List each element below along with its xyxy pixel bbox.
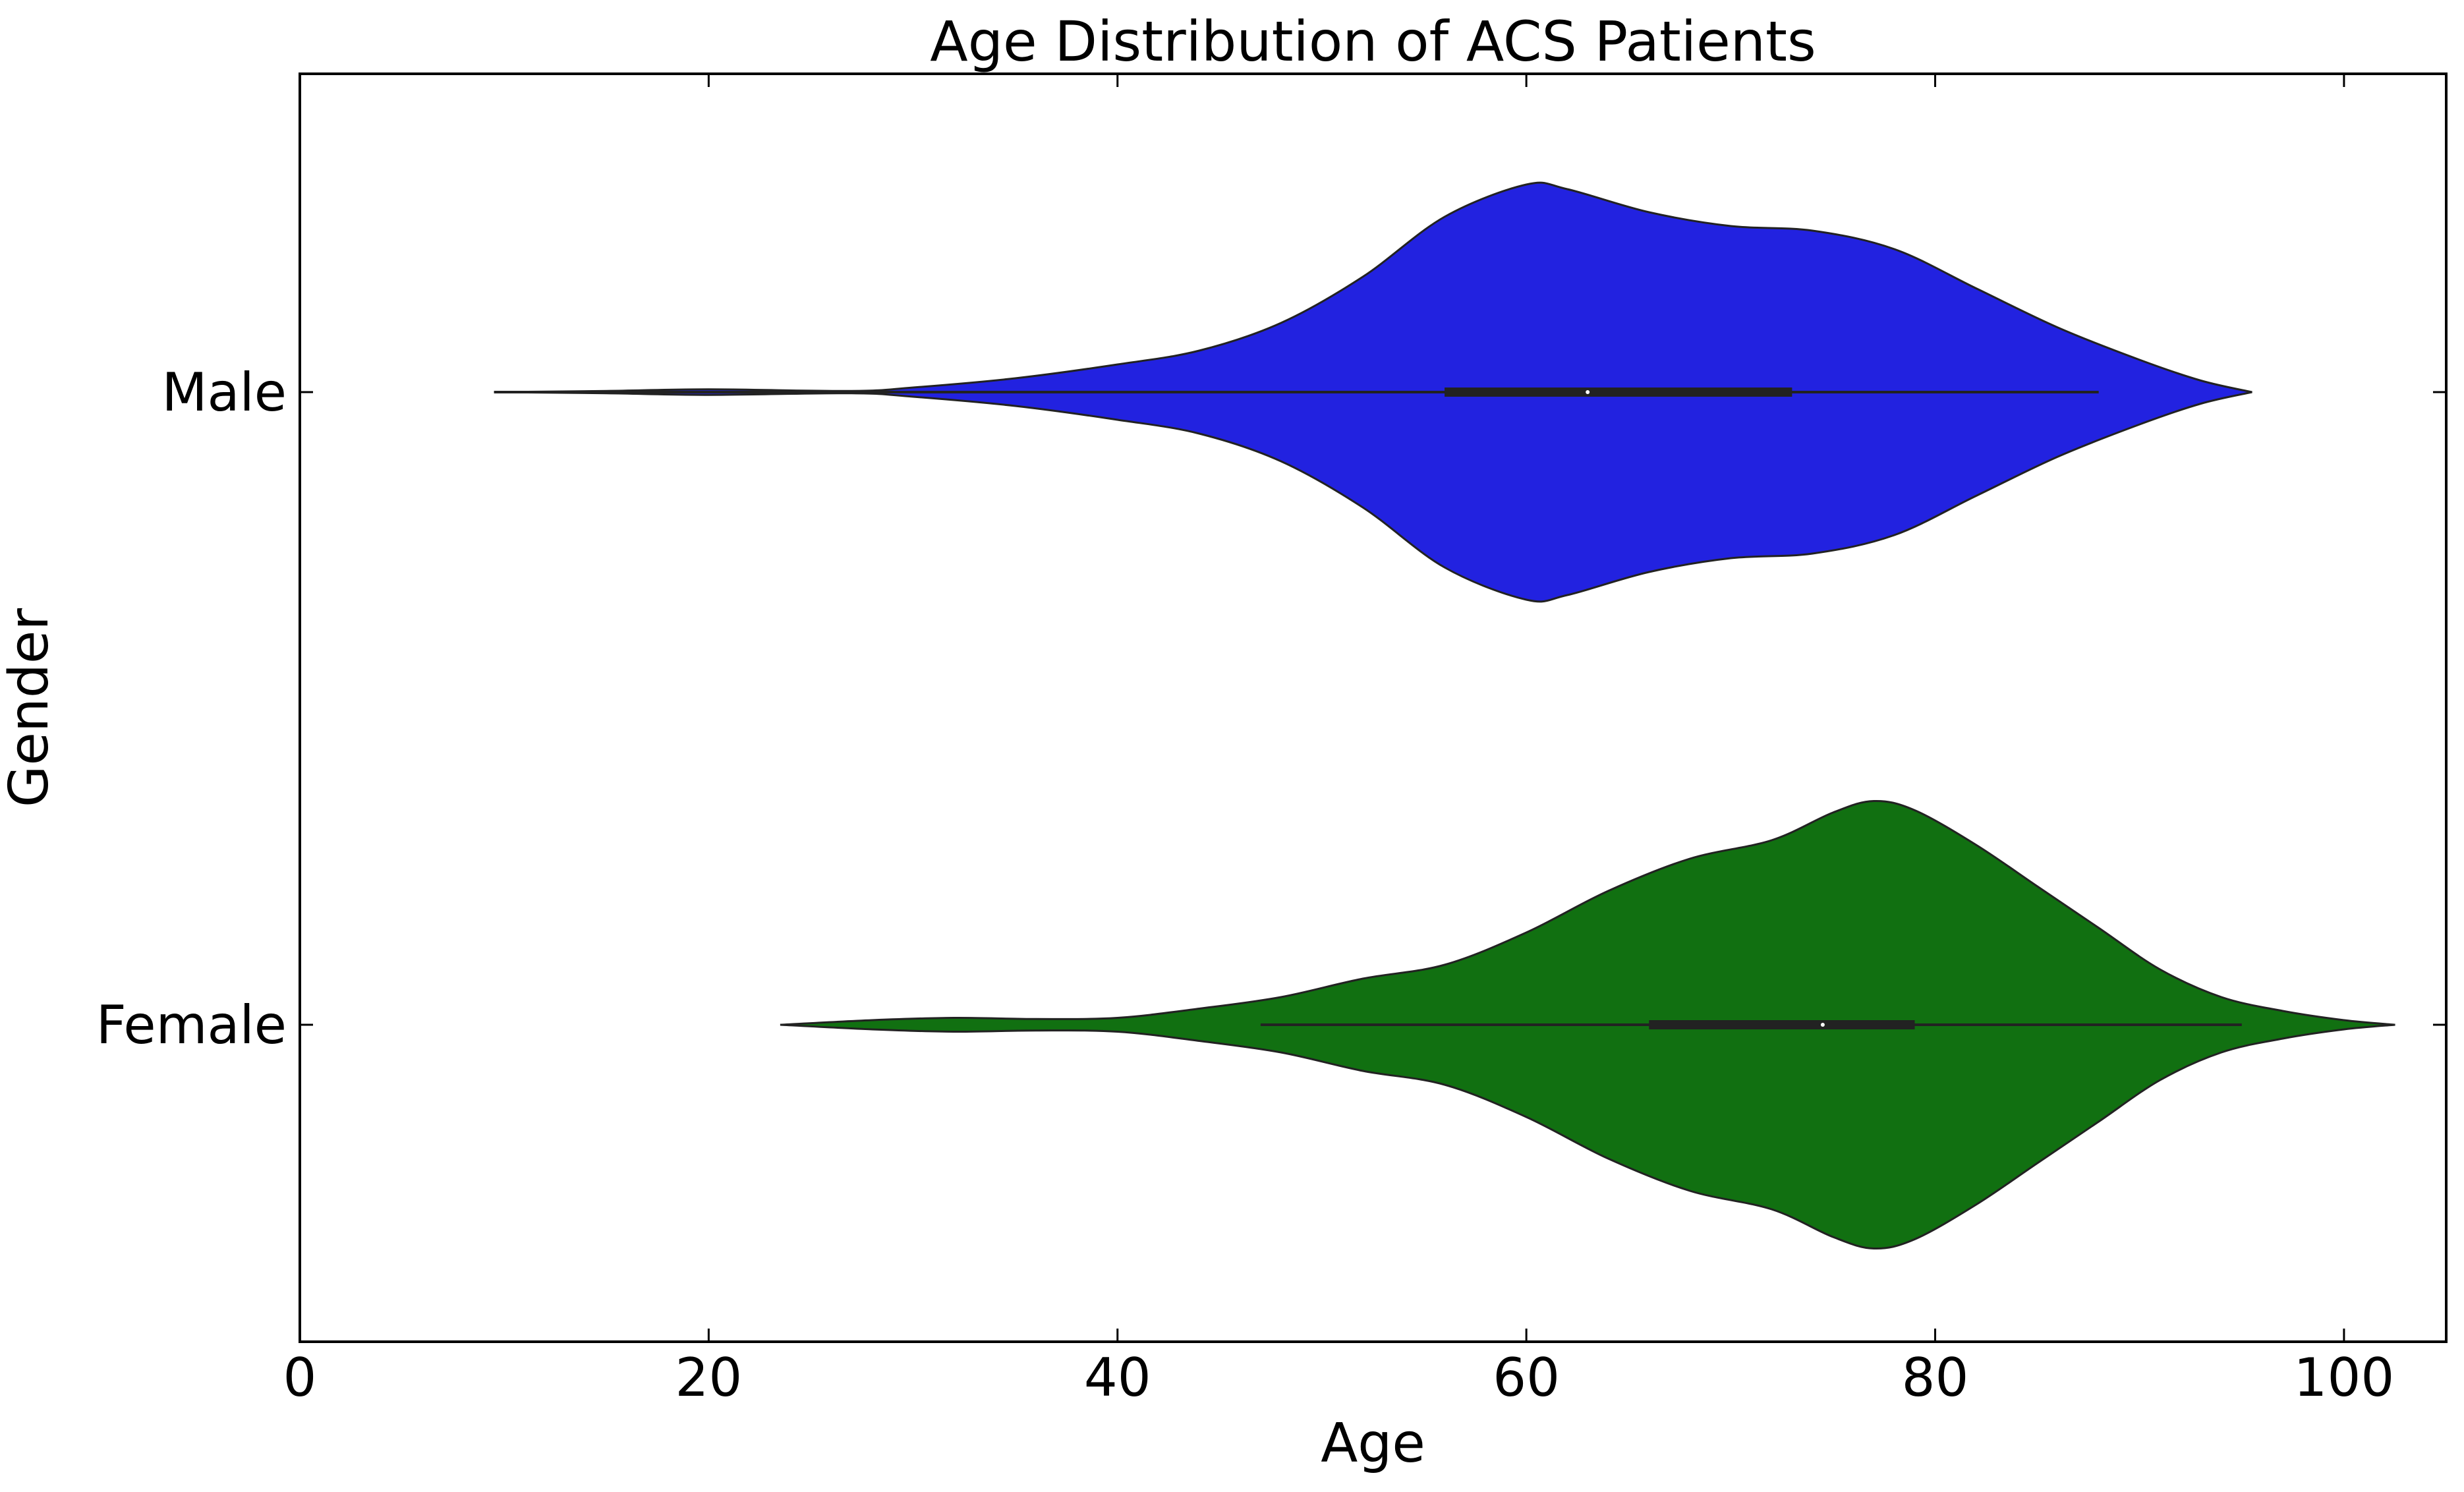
x-axis-label: Age xyxy=(1321,1412,1425,1475)
chart-title: Age Distribution of ACS Patients xyxy=(930,9,1816,74)
x-tick-label: 60 xyxy=(1493,1347,1560,1408)
median-point-male xyxy=(1586,390,1590,394)
x-tick-label: 80 xyxy=(1902,1347,1969,1408)
violins-layer xyxy=(494,181,2395,1250)
plot-area-frame xyxy=(299,72,2448,1343)
ticks-layer: 0 20 40 60 80 100 Male Female xyxy=(96,74,2446,1408)
x-tick-label: 40 xyxy=(1084,1347,1151,1408)
y-tick-label-female: Female xyxy=(96,994,287,1056)
x-tick-label: 20 xyxy=(675,1347,742,1408)
median-point-female xyxy=(1820,1023,1825,1027)
x-tick-label: 0 xyxy=(283,1347,317,1408)
y-axis-label: Gender xyxy=(0,608,61,807)
y-tick-label-male: Male xyxy=(162,362,287,423)
x-tick-label: 100 xyxy=(2294,1347,2395,1408)
